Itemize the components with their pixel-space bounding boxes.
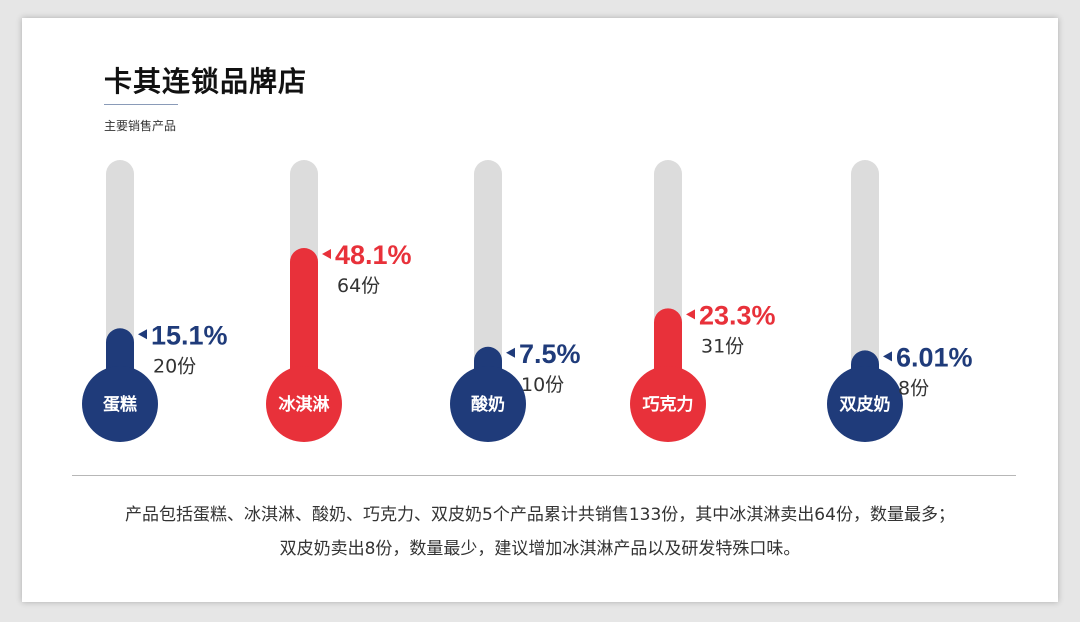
thermometer-bulb [630,366,706,442]
thermometer-track [474,160,502,404]
value-pointer-icon [322,249,331,259]
category-label: 蛋糕 [103,394,137,415]
count-label: 20份 [153,355,196,377]
category-label: 巧克力 [643,394,694,415]
section-divider [72,475,1016,476]
percent-label: 48.1% [335,240,412,270]
summary-text: 产品包括蛋糕、冰淇淋、酸奶、巧克力、双皮奶5个产品累计共销售133份，其中冰淇淋… [40,498,1040,566]
thermometer-bulb [827,366,903,442]
page-title: 卡其连锁品牌店 [104,65,308,98]
count-label: 31份 [701,335,744,357]
value-pointer-icon [686,309,695,320]
summary-line-1: 产品包括蛋糕、冰淇淋、酸奶、巧克力、双皮奶5个产品累计共销售133份，其中冰淇淋… [125,505,955,525]
count-label: 64份 [337,275,380,297]
page-subtitle: 主要销售产品 [104,119,177,133]
slide-card [22,18,1058,602]
thermometer-bulb [450,366,526,442]
value-pointer-icon [883,351,892,362]
thermometer-track [851,160,879,404]
category-label: 双皮奶 [840,394,891,415]
percent-label: 7.5% [519,339,581,369]
count-label: 8份 [898,377,929,399]
category-label: 酸奶 [471,394,505,415]
percent-label: 23.3% [699,300,776,330]
thermometer-bulb [82,366,158,442]
thermometer-bulb [266,366,342,442]
count-label: 10份 [521,374,564,396]
percent-label: 6.01% [896,342,973,372]
thermometer-fill-bar [290,248,318,404]
category-label: 冰淇淋 [279,394,330,415]
value-pointer-icon [138,329,147,340]
value-pointer-icon [506,347,515,358]
title-underline [104,104,178,105]
percent-label: 15.1% [151,320,228,350]
summary-line-2: 双皮奶卖出8份，数量最少，建议增加冰淇淋产品以及研发特殊口味。 [279,539,801,559]
